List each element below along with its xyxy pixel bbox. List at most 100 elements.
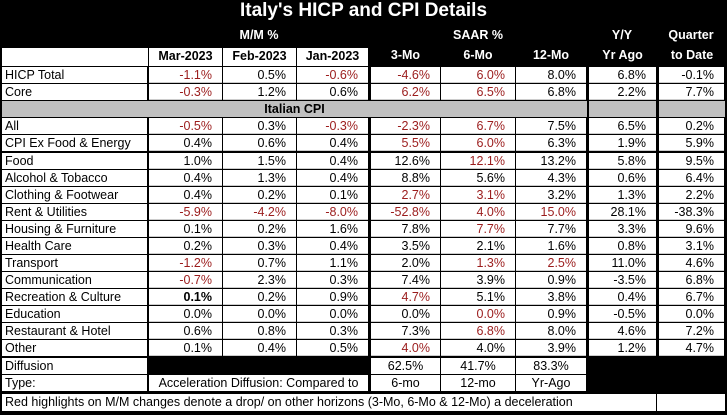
table-cell: 6.7% [441, 118, 515, 134]
table-cell: 0.4% [297, 135, 368, 151]
table-cell: 6.8% [516, 84, 586, 100]
column-header: 3-Mo [390, 48, 421, 62]
row-label: Food [2, 153, 147, 169]
table-cell: 0.9% [516, 272, 586, 288]
table-cell: 0.4% [223, 340, 296, 356]
section-label: Italian CPI [2, 101, 587, 117]
table-cell: -2.3% [371, 118, 440, 134]
table-cell: 0.6% [297, 84, 368, 100]
table-cell: 0.9% [297, 289, 368, 305]
table-cell: -0.5% [589, 306, 656, 322]
diffusion-value: 41.7% [441, 358, 515, 374]
table-cell: 0.0% [297, 306, 368, 322]
table-cell: 15.0% [516, 204, 586, 220]
table-cell: 1.3% [589, 187, 656, 203]
table-cell: 6.5% [441, 84, 515, 100]
table-cell: 7.7% [441, 221, 515, 237]
table-cell: 3.1% [659, 238, 724, 254]
table-cell: 0.6% [149, 323, 222, 339]
table-cell: 1.6% [297, 221, 368, 237]
table-cell: 0.9% [516, 306, 586, 322]
table-cell: 1.2% [589, 340, 656, 356]
table-cell: 0.8% [589, 238, 656, 254]
table-cell: 8.8% [371, 170, 440, 186]
table-cell: 3.2% [516, 187, 586, 203]
diffusion-value: 83.3% [516, 358, 586, 374]
table-cell: 0.3% [223, 238, 296, 254]
row-label: Alcohol & Tobacco [2, 170, 147, 186]
table-cell: -0.7% [149, 272, 222, 288]
row-label: Clothing & Footwear [2, 187, 147, 203]
table-cell: 6.7% [659, 289, 724, 305]
type-value: Yr-Ago [516, 375, 586, 391]
table-cell: 7.7% [659, 84, 724, 100]
table-title: Italy's HICP and CPI Details [239, 0, 488, 21]
table-cell: 0.8% [223, 323, 296, 339]
table-cell: 0.7% [223, 255, 296, 271]
type-description: Acceleration Diffusion: Compared to [149, 375, 368, 391]
table-cell: 0.5% [223, 67, 296, 83]
table-cell: 4.0% [441, 204, 515, 220]
table-cell: 6.4% [659, 170, 724, 186]
table-cell: 2.1% [441, 238, 515, 254]
row-label: Rent & Utilities [2, 204, 147, 220]
table-cell: 0.4% [297, 153, 368, 169]
table-cell: 1.6% [516, 238, 586, 254]
diffusion-value: 62.5% [371, 358, 440, 374]
table-cell: 5.6% [441, 170, 515, 186]
table-cell: 7.3% [371, 323, 440, 339]
diffusion-label: Diffusion [2, 358, 147, 374]
row-label: Restaurant & Hotel [2, 323, 147, 339]
table-cell: 13.2% [516, 153, 586, 169]
table-cell: -8.0% [297, 204, 368, 220]
table-cell: 0.2% [223, 289, 296, 305]
table-cell: 0.0% [441, 306, 515, 322]
row-label: Communication [2, 272, 147, 288]
table-cell: 3.9% [516, 340, 586, 356]
row-label: HICP Total [2, 67, 147, 83]
table-cell: 0.5% [297, 340, 368, 356]
table-cell: 2.7% [371, 187, 440, 203]
table-cell: 0.6% [589, 170, 656, 186]
header-saar: SAAR % [452, 28, 503, 42]
table-cell: 6.8% [659, 272, 724, 288]
header-qtd: Quarter [668, 28, 714, 42]
table-cell: 4.7% [659, 340, 724, 356]
table-cell: 8.0% [516, 323, 586, 339]
table-cell: 28.1% [589, 204, 656, 220]
table-cell: 3.5% [371, 238, 440, 254]
row-label: Education [2, 306, 147, 322]
table-cell: 4.6% [659, 255, 724, 271]
table-cell: 2.2% [659, 187, 724, 203]
table-cell: 0.4% [149, 135, 222, 151]
type-value: 6-mo [371, 375, 440, 391]
table-cell: 4.7% [371, 289, 440, 305]
table-cell: 6.0% [441, 135, 515, 151]
table-cell: 0.2% [223, 187, 296, 203]
table-cell: 6.0% [441, 67, 515, 83]
table-cell: 0.1% [149, 289, 222, 305]
section-fill [659, 101, 725, 117]
header-blank [2, 48, 148, 66]
column-header: 6-Mo [463, 48, 493, 62]
section-fill [589, 101, 656, 117]
table-cell: 1.9% [589, 135, 656, 151]
table-cell: 0.2% [223, 221, 296, 237]
table-cell: 2.2% [589, 84, 656, 100]
table-cell: 5.8% [589, 153, 656, 169]
table-cell: -1.2% [149, 255, 222, 271]
table-cell: -4.6% [371, 67, 440, 83]
table-cell: -0.3% [149, 84, 222, 100]
table-cell: 0.0% [223, 306, 296, 322]
table-cell: 1.2% [223, 84, 296, 100]
table-cell: 0.4% [149, 170, 222, 186]
column-header: Feb-2023 [223, 48, 296, 66]
header-yy-2: Yr Ago [602, 48, 643, 62]
table-cell: 6.3% [516, 135, 586, 151]
table-cell: 3.1% [441, 187, 515, 203]
table-cell: 0.4% [589, 289, 656, 305]
table-cell: 1.3% [441, 255, 515, 271]
table-cell: 6.2% [371, 84, 440, 100]
table-cell: 0.2% [659, 118, 724, 134]
column-header: Jan-2023 [297, 48, 368, 66]
